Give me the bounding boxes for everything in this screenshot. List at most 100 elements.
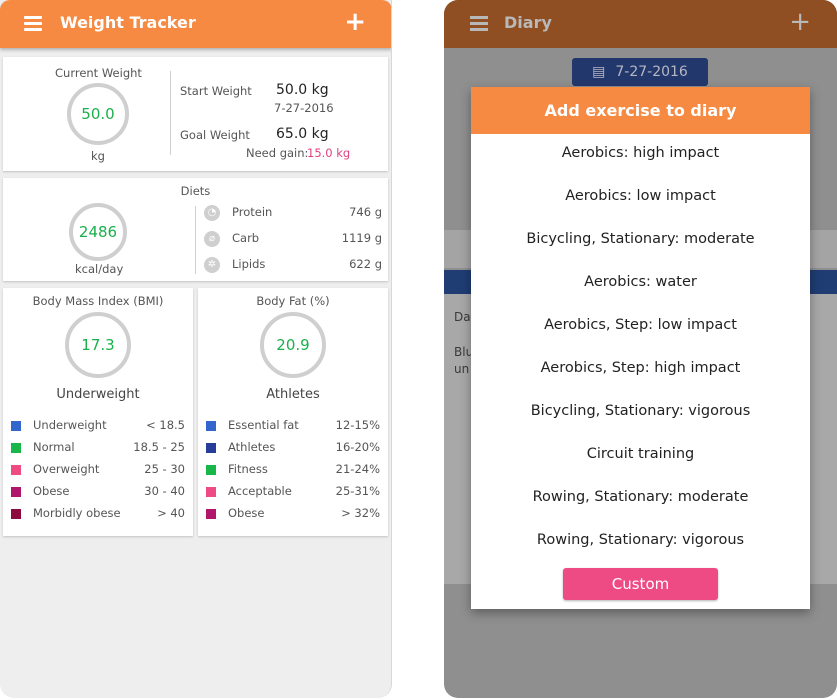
legend-swatch — [206, 487, 216, 497]
body-fat-title: Body Fat (%) — [256, 294, 330, 308]
divider — [195, 206, 196, 274]
legend-label: Obese — [228, 506, 265, 520]
exercise-option[interactable]: Aerobics, Step: high impact — [540, 360, 741, 376]
diet-row-protein: ◔ Protein 746 g — [204, 205, 382, 223]
kcal-unit: kcal/day — [75, 262, 124, 276]
need-gain-label: Need gain: — [246, 146, 309, 160]
fat-legend-row: Athletes 16-20% — [206, 440, 380, 456]
legend-label: Normal — [33, 440, 75, 454]
custom-button[interactable]: Custom — [563, 568, 718, 600]
legend-swatch — [206, 509, 216, 519]
app-bar: Weight Tracker + — [0, 0, 391, 48]
exercise-option[interactable]: Aerobics: water — [584, 274, 697, 290]
legend-label: Athletes — [228, 440, 276, 454]
body-fat-card[interactable]: Body Fat (%) 20.9 Athletes Essential fat… — [198, 288, 388, 536]
date-label: 7-27-2016 — [615, 64, 688, 80]
legend-range: > 32% — [341, 506, 380, 520]
diet-name: Protein — [232, 205, 273, 219]
app-title: Diary — [504, 13, 552, 32]
lipids-icon: ✲ — [204, 257, 220, 273]
legend-swatch — [206, 465, 216, 475]
exercise-option[interactable]: Bicycling, Stationary: moderate — [526, 231, 755, 247]
legend-swatch — [11, 443, 21, 453]
add-icon[interactable]: + — [344, 7, 366, 37]
divider — [170, 71, 171, 155]
add-exercise-dialog: Add exercise to diary Aerobics: high imp… — [471, 87, 810, 609]
fat-legend-row: Obese > 32% — [206, 506, 380, 522]
need-gain-value: 15.0 kg — [307, 146, 351, 160]
bmi-card[interactable]: Body Mass Index (BMI) 17.3 Underweight U… — [3, 288, 193, 536]
legend-swatch — [11, 509, 21, 519]
dialog-title: Add exercise to diary — [471, 87, 810, 134]
body-fat-value: 20.9 — [260, 312, 326, 378]
menu-icon[interactable] — [24, 16, 42, 31]
legend-range: < 18.5 — [146, 418, 185, 432]
exercise-option[interactable]: Rowing, Stationary: vigorous — [536, 532, 745, 548]
legend-label: Fitness — [228, 462, 268, 476]
legend-label: Essential fat — [228, 418, 299, 432]
legend-label: Obese — [33, 484, 70, 498]
current-weight-unit: kg — [91, 149, 105, 163]
diet-row-lipids: ✲ Lipids 622 g — [204, 257, 382, 275]
diet-row-carb: ⌀ Carb 1119 g — [204, 231, 382, 249]
legend-swatch — [11, 465, 21, 475]
bmi-value: 17.3 — [65, 312, 131, 378]
legend-range: 30 - 40 — [144, 484, 185, 498]
start-weight-date: 7-27-2016 — [274, 101, 334, 115]
goal-weight-value: 65.0 kg — [276, 126, 329, 142]
add-icon[interactable]: + — [789, 7, 811, 37]
exercise-option[interactable]: Bicycling, Stationary: vigorous — [530, 403, 751, 419]
goal-weight-label: Goal Weight — [180, 128, 250, 142]
bmi-legend-row: Obese 30 - 40 — [11, 484, 185, 500]
diet-grams: 1119 g — [341, 231, 382, 245]
exercise-option[interactable]: Circuit training — [586, 446, 695, 462]
legend-label: Overweight — [33, 462, 100, 476]
calendar-icon: ▤ — [592, 64, 606, 80]
legend-label: Morbidly obese — [33, 506, 121, 520]
legend-range: 16-20% — [335, 440, 380, 454]
date-selector[interactable]: ▤ 7-27-2016 — [572, 58, 708, 86]
diary-screen: Diary + ▤ 7-27-2016 Da Blu un Add exerci… — [444, 0, 837, 698]
legend-range: 18.5 - 25 — [133, 440, 185, 454]
bmi-legend-row: Underweight < 18.5 — [11, 418, 185, 434]
background-text: Da — [454, 310, 471, 324]
fat-legend-row: Fitness 21-24% — [206, 462, 380, 478]
app-title: Weight Tracker — [60, 13, 196, 32]
current-weight-value: 50.0 — [67, 83, 129, 145]
exercise-option[interactable]: Rowing, Stationary: moderate — [532, 489, 749, 505]
diet-grams: 746 g — [349, 205, 382, 219]
background-text: un — [454, 362, 470, 376]
bmi-legend-row: Morbidly obese > 40 — [11, 506, 185, 522]
bmi-legend-row: Normal 18.5 - 25 — [11, 440, 185, 456]
legend-range: 21-24% — [335, 462, 380, 476]
diet-grams: 622 g — [349, 257, 382, 271]
carb-icon: ⌀ — [204, 231, 220, 247]
diet-name: Lipids — [232, 257, 266, 271]
legend-range: > 40 — [157, 506, 185, 520]
legend-swatch — [11, 421, 21, 431]
weight-card[interactable]: Current Weight 50.0 kg Start Weight 50.0… — [3, 57, 388, 171]
exercise-option[interactable]: Aerobics: high impact — [561, 145, 720, 161]
diets-card[interactable]: Diets 2486 kcal/day — [3, 178, 388, 281]
exercise-option[interactable]: Aerobics, Step: low impact — [544, 317, 737, 333]
protein-icon: ◔ — [204, 205, 220, 221]
legend-range: 12-15% — [335, 418, 380, 432]
body-fat-category: Athletes — [266, 387, 320, 402]
legend-label: Underweight — [33, 418, 107, 432]
fat-legend-row: Acceptable 25-31% — [206, 484, 380, 500]
start-weight-value: 50.0 kg — [276, 82, 329, 98]
kcal-value: 2486 — [69, 203, 127, 261]
legend-swatch — [11, 487, 21, 497]
weight-tracker-screen: Weight Tracker + Current Weight 50.0 kg … — [0, 0, 392, 698]
legend-label: Acceptable — [228, 484, 292, 498]
fat-legend-row: Essential fat 12-15% — [206, 418, 380, 434]
diets-title: Diets — [180, 184, 211, 198]
exercise-option[interactable]: Aerobics: low impact — [565, 188, 716, 204]
menu-icon[interactable] — [470, 16, 488, 31]
bmi-legend-row: Overweight 25 - 30 — [11, 462, 185, 478]
diet-name: Carb — [232, 231, 260, 245]
legend-range: 25-31% — [335, 484, 380, 498]
current-weight-label: Current Weight — [55, 66, 142, 80]
legend-range: 25 - 30 — [144, 462, 185, 476]
legend-swatch — [206, 421, 216, 431]
